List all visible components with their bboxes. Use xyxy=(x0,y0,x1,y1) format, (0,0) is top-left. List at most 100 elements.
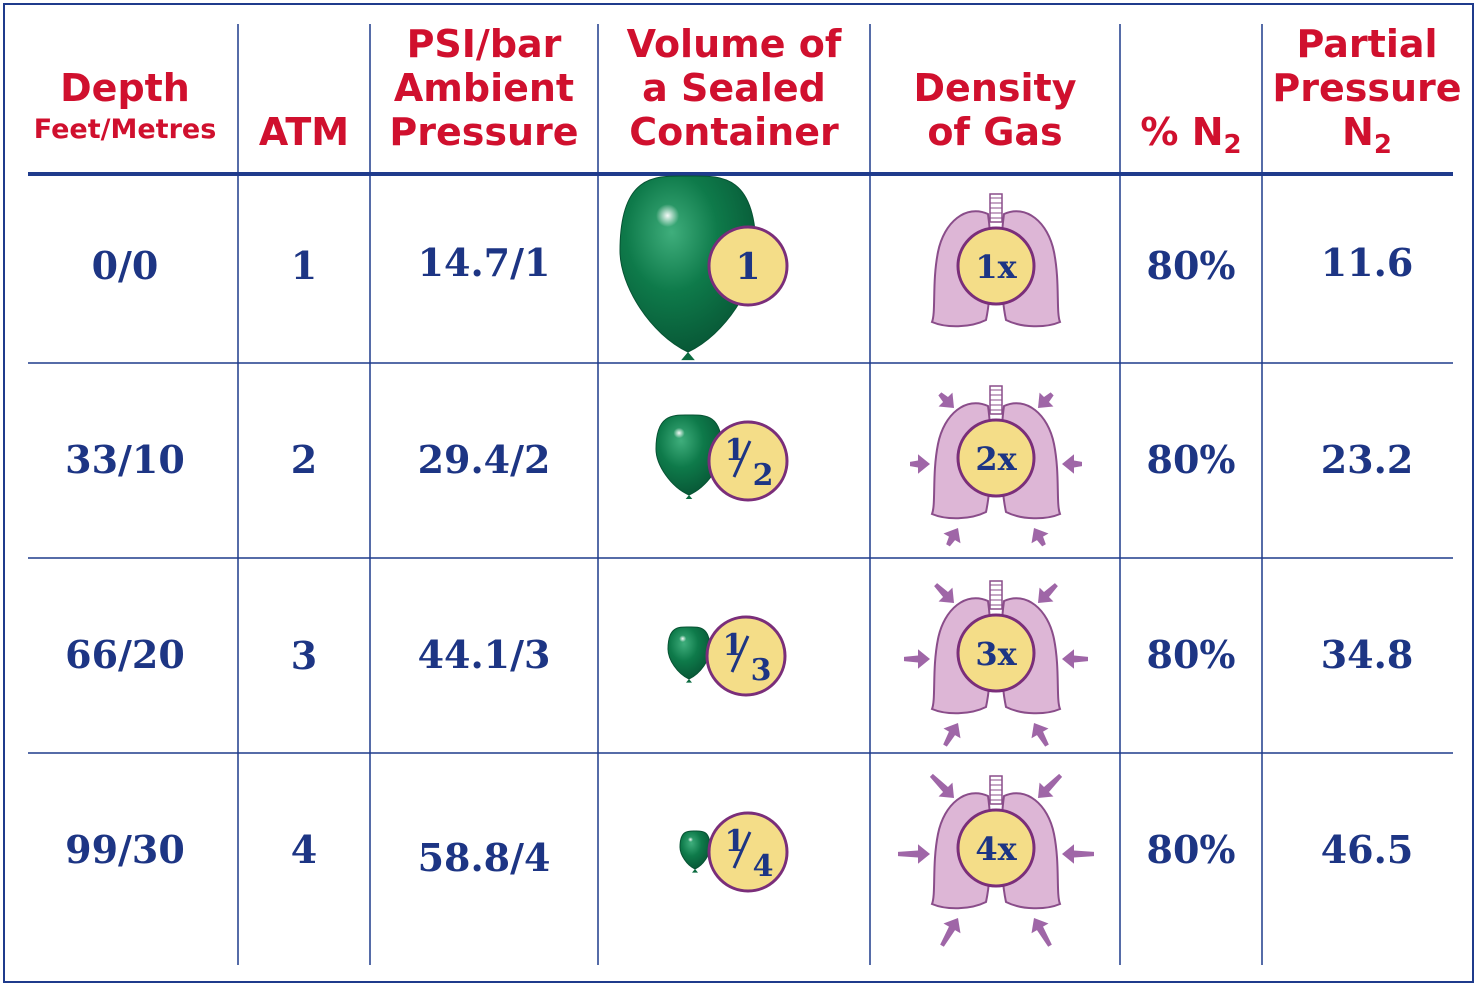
header-n2-percent-label: % N xyxy=(1140,110,1224,154)
lungs-row-4: 4x xyxy=(898,773,1094,947)
header-pressure-line3: Pressure xyxy=(389,110,579,154)
balloon-knot xyxy=(681,352,695,361)
pressure-arrow-icon xyxy=(1038,392,1054,408)
row4-pressure: 58.8/4 xyxy=(417,835,551,880)
lungs-row-3: 3x xyxy=(904,580,1088,747)
fraction-slash xyxy=(730,635,750,673)
header-atm-label: ATM xyxy=(258,110,350,154)
row4-depth: 99/30 xyxy=(65,827,185,872)
pressure-arrow-icon xyxy=(910,454,930,474)
header-volume-line3: Container xyxy=(629,110,839,154)
volume-denominator: 4 xyxy=(753,849,774,884)
balloon-shine xyxy=(687,837,694,843)
pressure-arrow-icon xyxy=(929,773,954,798)
trachea-icon xyxy=(989,775,1003,805)
lungs-row-2: 2x xyxy=(910,385,1082,547)
balloon-row-4: 14 xyxy=(679,811,789,893)
header-volume: Volume of a Sealed Container xyxy=(598,22,870,154)
density-label: 3x xyxy=(975,635,1017,673)
pressure-arrow-icon xyxy=(1038,583,1058,603)
pressure-arrow-icon xyxy=(898,844,930,864)
density-label: 2x xyxy=(975,440,1017,478)
row1-atm: 1 xyxy=(290,243,318,288)
volume-badge xyxy=(705,615,787,697)
density-lungs: 1x 2x 3x 4x xyxy=(898,193,1094,947)
header-atm: ATM xyxy=(238,110,370,154)
balloon-row-2: 12 xyxy=(655,414,789,502)
row4-atm: 4 xyxy=(290,827,318,872)
header-pressure-line2: Ambient xyxy=(393,66,575,110)
density-label: 4x xyxy=(975,830,1017,868)
row3-n2: 80% xyxy=(1146,632,1236,677)
volume-denominator: 2 xyxy=(753,458,774,493)
balloon-shine xyxy=(673,427,685,439)
row2-pp: 23.2 xyxy=(1320,437,1414,482)
row1-pp: 11.6 xyxy=(1320,240,1414,285)
pressure-arrow-icon xyxy=(938,392,954,408)
volume-fraction-text: 1 xyxy=(735,246,760,288)
volume-badge xyxy=(707,225,789,307)
pressure-arrow-icon xyxy=(1031,528,1049,547)
pressure-arrow-icon xyxy=(1031,918,1052,947)
header-volume-line1: Volume of xyxy=(626,22,842,66)
density-badge xyxy=(956,613,1036,693)
header-density-line2: of Gas xyxy=(927,110,1063,154)
trachea-icon xyxy=(989,193,1003,223)
row1-depth: 0/0 xyxy=(91,243,159,288)
header-density: Density of Gas xyxy=(870,66,1120,154)
header-n2-percent-sub: 2 xyxy=(1223,130,1242,160)
header-density-line1: Density xyxy=(913,66,1077,110)
row2-depth: 33/10 xyxy=(65,437,185,482)
pressure-arrow-icon xyxy=(934,583,954,603)
balloon-icon xyxy=(667,626,711,680)
header-n2-percent: % N2 xyxy=(1120,110,1262,167)
balloon-knot xyxy=(692,869,698,873)
header-partial-pressure: Partial Pressure N2 xyxy=(1262,22,1472,167)
balloon-icon xyxy=(679,830,711,870)
trachea-icon xyxy=(989,580,1003,610)
row1-pressure: 14.7/1 xyxy=(417,240,551,285)
header-volume-line2: a Sealed xyxy=(642,66,826,110)
volume-badge xyxy=(707,811,789,893)
header-pp-line1: Partial xyxy=(1296,22,1438,66)
balloon-row-3: 13 xyxy=(667,615,787,697)
row2-n2: 80% xyxy=(1146,437,1236,482)
balloon-shine xyxy=(656,204,680,228)
balloon-row-1: 1 xyxy=(619,175,789,361)
header-depth: Depth Feet/Metres xyxy=(10,66,240,150)
balloon-knot xyxy=(686,679,692,683)
header-pp-line2: Pressure xyxy=(1272,66,1462,110)
row4-pp: 46.5 xyxy=(1320,827,1414,872)
density-badge xyxy=(956,418,1036,498)
pressure-arrow-icon xyxy=(1031,723,1049,747)
volume-numerator: 1 xyxy=(725,824,746,859)
volume-denominator: 3 xyxy=(751,653,772,688)
row3-pp: 34.8 xyxy=(1320,632,1414,677)
pressure-arrow-icon xyxy=(1062,454,1082,474)
header-depth-label: Depth xyxy=(60,66,190,110)
pressure-arrow-icon xyxy=(943,528,961,547)
row4-n2: 80% xyxy=(1146,827,1236,872)
header-pp-line3-sub: 2 xyxy=(1373,130,1392,160)
header-pressure-line1: PSI/bar xyxy=(406,22,562,66)
row3-depth: 66/20 xyxy=(65,632,185,677)
density-label: 1x xyxy=(975,248,1017,286)
balloon-shine xyxy=(679,635,687,643)
row3-pressure: 44.1/3 xyxy=(417,632,551,677)
row1-n2: 80% xyxy=(1146,243,1236,288)
header-pp-line3: N xyxy=(1342,110,1374,154)
pressure-arrow-icon xyxy=(1062,844,1094,864)
row2-atm: 2 xyxy=(290,437,318,482)
volume-badge xyxy=(707,420,789,502)
pressure-arrow-icon xyxy=(1038,773,1063,798)
row2-pressure: 29.4/2 xyxy=(417,437,551,482)
balloon-knot xyxy=(685,495,693,499)
pressure-arrow-icon xyxy=(904,649,930,669)
trachea-icon xyxy=(989,385,1003,415)
header-pressure: PSI/bar Ambient Pressure xyxy=(370,22,598,154)
volume-numerator: 1 xyxy=(725,433,746,468)
header-depth-units: Feet/Metres xyxy=(33,114,217,145)
density-badge xyxy=(956,808,1036,888)
